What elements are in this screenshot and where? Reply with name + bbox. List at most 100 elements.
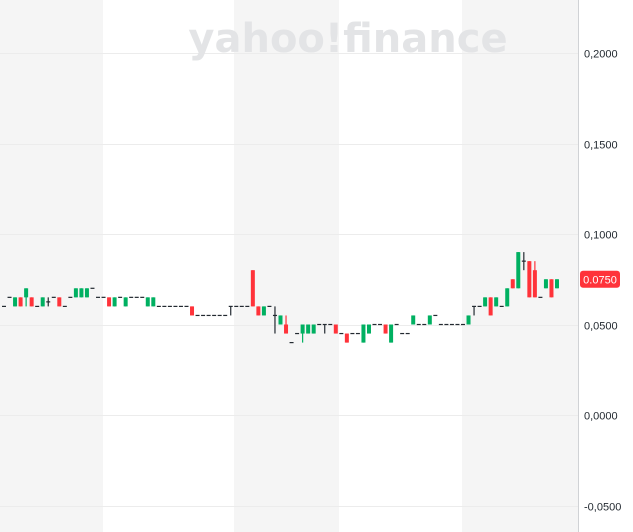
- candle: [433, 314, 438, 317]
- yahoo-finance-watermark: yahoo!finance: [188, 16, 507, 62]
- candle-body: [549, 279, 554, 298]
- candle-body: [18, 297, 23, 307]
- candle: [322, 323, 327, 334]
- candle-body: [532, 270, 537, 298]
- candle: [101, 296, 106, 298]
- candle-body: [416, 323, 421, 326]
- candle-body: [389, 324, 394, 343]
- candle-body: [2, 305, 6, 307]
- candle: [84, 288, 89, 298]
- candle: [272, 306, 277, 334]
- candle: [118, 296, 123, 298]
- candle-body: [438, 323, 443, 326]
- candle: [18, 297, 23, 307]
- candle: [140, 296, 145, 298]
- candle: [350, 332, 355, 335]
- candle: [35, 305, 40, 307]
- candle-body: [361, 324, 366, 343]
- candle: [195, 314, 200, 317]
- candle: [62, 305, 67, 307]
- candle-body: [223, 314, 228, 317]
- candle-body: [466, 315, 471, 325]
- candle: [422, 323, 427, 326]
- current-price-badge: 0.0750: [580, 270, 620, 288]
- candle-body: [394, 323, 399, 326]
- y-tick-label: 0,0500: [584, 321, 618, 333]
- candle: [13, 297, 18, 307]
- candle: [267, 305, 272, 307]
- candle-body: [201, 314, 206, 317]
- candle: [378, 323, 383, 326]
- candle-body: [90, 287, 95, 289]
- candle-body: [29, 297, 34, 307]
- candle-body: [505, 288, 510, 307]
- candle-body: [516, 252, 521, 289]
- candle-body: [228, 305, 233, 307]
- candle-body: [212, 314, 217, 317]
- candle: [538, 296, 543, 298]
- candle-body: [73, 288, 78, 298]
- candle: [372, 323, 377, 326]
- candle-body: [366, 324, 371, 334]
- candle: [123, 297, 128, 307]
- candle: [361, 324, 366, 343]
- y-tick-label: -0,0500: [584, 502, 621, 514]
- current-price-label: 0.0750: [583, 274, 617, 286]
- candle-body: [350, 332, 355, 335]
- candle: [311, 324, 316, 334]
- candle: [483, 297, 488, 307]
- candle-body: [40, 297, 45, 307]
- candle: [7, 296, 12, 298]
- candle: [444, 323, 449, 326]
- candle-body: [107, 297, 112, 307]
- candle: [245, 305, 250, 307]
- candle-body: [217, 314, 222, 317]
- candle: [68, 296, 73, 298]
- candle: [162, 305, 167, 307]
- candle: [234, 305, 239, 307]
- candle-body: [173, 305, 178, 307]
- candle-body: [167, 305, 172, 307]
- candle: [151, 297, 156, 307]
- candle-body: [51, 296, 56, 298]
- candle-body: [510, 279, 515, 289]
- candle: [284, 315, 289, 334]
- candle-body: [24, 288, 29, 298]
- candle: [223, 314, 228, 317]
- candle-body: [472, 305, 477, 307]
- candle-body: [118, 296, 123, 298]
- candle-body: [123, 297, 128, 307]
- candle: [173, 305, 178, 307]
- candle: [51, 296, 56, 298]
- candle-body: [311, 324, 316, 334]
- candle-body: [405, 332, 410, 335]
- candle: [212, 314, 217, 317]
- candle-body: [422, 323, 427, 326]
- candle: [178, 305, 183, 307]
- candle-body: [46, 301, 51, 303]
- candle: [107, 297, 112, 307]
- candle: [543, 279, 548, 289]
- candle-body: [278, 315, 283, 325]
- candle-body: [13, 297, 18, 307]
- candle: [289, 342, 294, 344]
- candle-body: [300, 324, 305, 334]
- candle-body: [488, 297, 493, 316]
- candle-body: [57, 297, 62, 307]
- candle-body: [317, 323, 322, 326]
- candle-body: [239, 305, 244, 307]
- candle: [201, 314, 206, 317]
- candle: [366, 324, 371, 334]
- candle: [516, 252, 521, 289]
- candle: [394, 323, 399, 326]
- candle: [383, 324, 388, 334]
- candle: [449, 323, 454, 326]
- candle: [134, 296, 139, 298]
- candle-body: [101, 296, 106, 298]
- candle: [505, 288, 510, 307]
- candle-body: [256, 306, 261, 316]
- candle: [300, 324, 305, 343]
- candle-body: [400, 332, 405, 335]
- candle-body: [84, 288, 89, 298]
